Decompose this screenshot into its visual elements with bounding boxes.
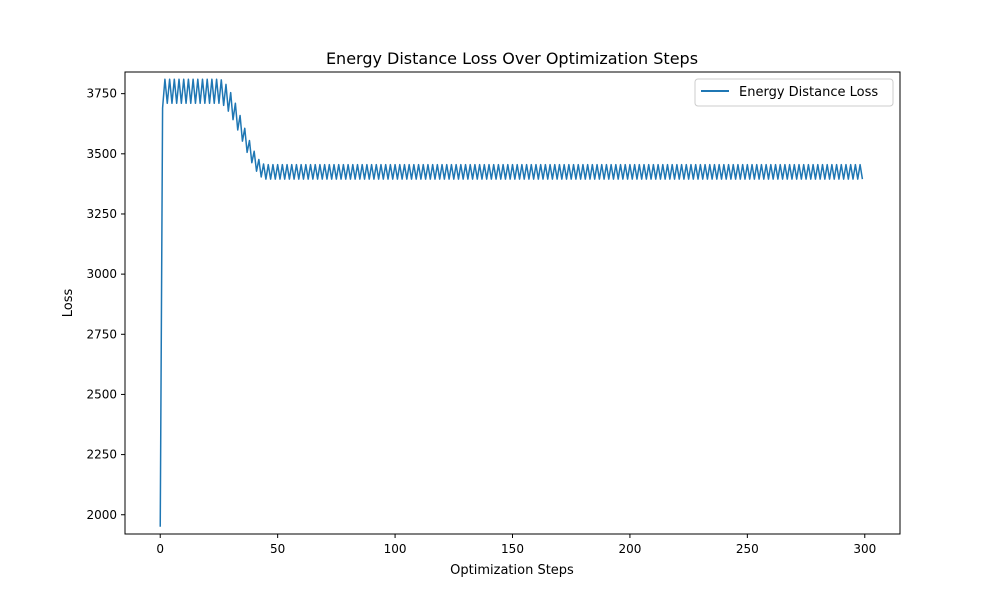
y-tick-label: 2000 <box>86 508 117 522</box>
x-tick-label: 200 <box>618 542 641 556</box>
chart-title: Energy Distance Loss Over Optimization S… <box>326 49 698 68</box>
x-tick-label: 100 <box>384 542 407 556</box>
y-tick-label: 3750 <box>86 87 117 101</box>
x-tick-label: 250 <box>736 542 759 556</box>
y-tick-label: 2750 <box>86 327 117 341</box>
y-tick-label: 2250 <box>86 448 117 462</box>
y-tick-label: 3500 <box>86 147 117 161</box>
legend-box <box>694 78 894 107</box>
legend: Energy Distance Loss <box>694 78 894 107</box>
y-tick-label: 2500 <box>86 387 117 401</box>
y-tick-label: 3250 <box>86 207 117 221</box>
x-tick-label: 0 <box>156 542 164 556</box>
y-tick-label: 3000 <box>86 267 117 281</box>
x-tick-label: 300 <box>853 542 876 556</box>
y-axis-ticks: 2000 2250 2500 2750 3000 3250 3500 3750 <box>86 87 125 522</box>
x-tick-label: 50 <box>270 542 285 556</box>
x-axis-ticks: 0 50 100 150 200 250 300 <box>156 534 876 556</box>
legend-label: Energy Distance Loss <box>739 85 878 100</box>
y-axis-label: Loss <box>61 289 76 318</box>
series-line-energy-distance-loss <box>159 78 864 527</box>
x-axis-label: Optimization Steps <box>450 563 574 578</box>
plot-frame <box>124 71 901 535</box>
plot-area: 0 50 100 150 200 250 300 2000 2250 2500 2750 3000 3… <box>86 71 901 556</box>
x-tick-label: 150 <box>501 542 524 556</box>
